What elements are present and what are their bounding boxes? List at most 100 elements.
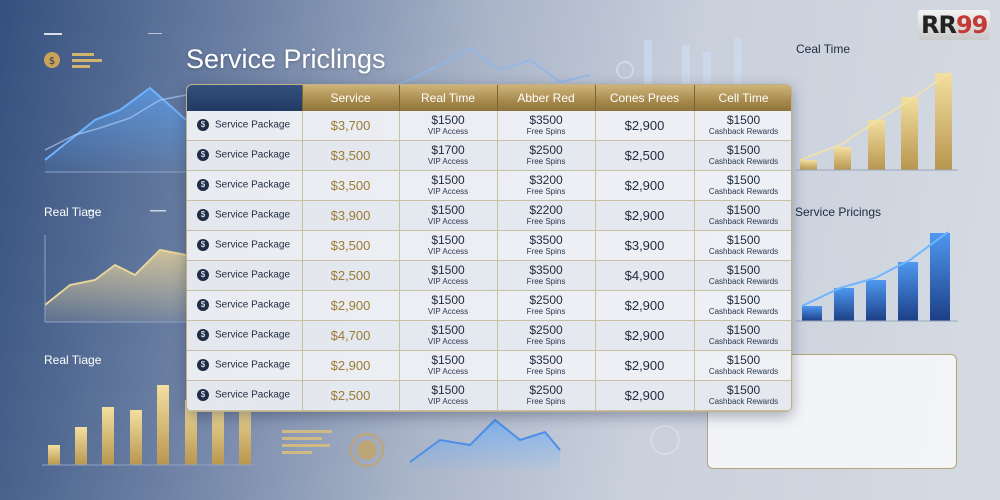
dollar-coin-icon: $ bbox=[197, 299, 209, 312]
cell-time-cell: $1500 Cashback Rewards bbox=[694, 350, 791, 381]
cell-time-cell: $1500 Cashback Rewards bbox=[694, 380, 791, 411]
column-header-abber-red[interactable]: Abber Red bbox=[497, 85, 596, 111]
real-time-price: $1700 bbox=[431, 143, 465, 158]
service-price: $2,500 bbox=[302, 380, 400, 411]
cell-time-price: $1500 bbox=[726, 383, 761, 398]
cones-prees-price: $3,900 bbox=[595, 230, 695, 261]
table-row[interactable]: $ Service Package $3,500 $1500 VIP Access $35… bbox=[187, 230, 791, 261]
cell-time-cell: $1500 Cashback Rewards bbox=[694, 170, 791, 201]
abber-red-cell: $3200 Free Spins bbox=[497, 170, 596, 201]
cell-time-note: Cashback Rewards bbox=[708, 247, 779, 257]
real-time-price: $1500 bbox=[431, 113, 465, 128]
abber-red-price: $3200 bbox=[529, 173, 563, 188]
package-cell: $ Service Package bbox=[187, 111, 303, 141]
abber-red-price: $2200 bbox=[529, 203, 563, 218]
real-time-note: VIP Access bbox=[427, 307, 469, 317]
column-header-service[interactable]: Service bbox=[302, 85, 400, 111]
column-header-real-time[interactable]: Real Time bbox=[399, 85, 498, 111]
table-row[interactable]: $ Service Package $3,900 $1500 VIP Access $22… bbox=[187, 200, 791, 231]
real-time-note: VIP Access bbox=[427, 397, 469, 407]
abber-red-price: $2500 bbox=[529, 383, 563, 398]
real-time-price: $1500 bbox=[431, 233, 465, 248]
gold-area-chart bbox=[44, 235, 187, 323]
abber-red-price: $3500 bbox=[529, 353, 563, 368]
real-time-price: $1500 bbox=[431, 323, 465, 338]
divider bbox=[148, 33, 162, 34]
cell-time-note: Cashback Rewards bbox=[708, 157, 779, 167]
cell-time-note: Cashback Rewards bbox=[708, 127, 779, 137]
dollar-coin-icon: $ bbox=[197, 359, 209, 372]
real-time-price: $1500 bbox=[431, 173, 465, 188]
real-time-note: VIP Access bbox=[427, 157, 469, 167]
side-label-real-tiage-bottom: Real Tiage bbox=[44, 353, 102, 367]
cell-time-cell: $1500 Cashback Rewards bbox=[694, 290, 791, 321]
package-cell: $ Service Package bbox=[187, 170, 303, 201]
cell-time-cell: $1500 Cashback Rewards bbox=[694, 320, 791, 351]
package-name: Service Package bbox=[215, 300, 291, 311]
service-price: $3,500 bbox=[302, 170, 400, 201]
cell-time-note: Cashback Rewards bbox=[708, 217, 779, 227]
column-header-cell-time[interactable]: Cell Time bbox=[694, 85, 791, 111]
divider bbox=[150, 210, 166, 212]
divider bbox=[88, 210, 94, 212]
table-row[interactable]: $ Service Package $3,700 $1500 VIP Access $35… bbox=[187, 111, 791, 141]
table-row[interactable]: $ Service Package $2,900 $1500 VIP Access $25… bbox=[187, 290, 791, 321]
cones-prees-price: $4,900 bbox=[595, 260, 695, 291]
gold-bar-chart bbox=[796, 71, 958, 171]
real-time-note: VIP Access bbox=[427, 277, 469, 287]
service-price: $2,900 bbox=[302, 350, 400, 381]
package-cell: $ Service Package bbox=[187, 200, 303, 231]
package-name: Service Package bbox=[215, 210, 291, 221]
real-time-cell: $1500 VIP Access bbox=[399, 380, 498, 411]
divider bbox=[44, 33, 62, 35]
real-time-cell: $1500 VIP Access bbox=[399, 230, 498, 261]
package-name: Service Package bbox=[215, 120, 291, 132]
package-cell: $ Service Package bbox=[187, 320, 303, 351]
real-time-price: $1500 bbox=[431, 203, 465, 218]
abber-red-cell: $2500 Free Spins bbox=[497, 320, 596, 351]
logo-number: 99 bbox=[955, 11, 988, 39]
real-time-cell: $1500 VIP Access bbox=[399, 290, 498, 321]
table-row[interactable]: $ Service Package $3,500 $1500 VIP Access $32… bbox=[187, 170, 791, 201]
svg-text:$: $ bbox=[49, 56, 55, 67]
real-time-cell: $1700 VIP Access bbox=[399, 140, 498, 171]
cell-time-price: $1500 bbox=[726, 293, 761, 308]
real-time-cell: $1500 VIP Access bbox=[399, 260, 498, 291]
globe-icon bbox=[650, 425, 680, 455]
package-name: Service Package bbox=[215, 180, 291, 191]
cell-time-note: Cashback Rewards bbox=[708, 307, 779, 317]
package-name: Service Package bbox=[215, 390, 291, 402]
cell-time-note: Cashback Rewards bbox=[708, 397, 779, 407]
real-time-cell: $1500 VIP Access bbox=[399, 320, 498, 351]
cell-time-price: $1500 bbox=[726, 173, 761, 188]
abber-red-cell: $3500 Free Spins bbox=[497, 350, 596, 381]
abber-red-note: Free Spins bbox=[526, 187, 566, 197]
dollar-coin-icon: $ bbox=[197, 329, 209, 342]
cell-time-cell: $1500 Cashback Rewards bbox=[694, 140, 791, 171]
abber-red-note: Free Spins bbox=[526, 217, 566, 227]
cell-time-price: $1500 bbox=[726, 233, 761, 248]
abber-red-note: Free Spins bbox=[526, 127, 566, 137]
menu-lines-icon bbox=[72, 53, 102, 68]
table-row[interactable]: $ Service Package $2,900 $1500 VIP Access $35… bbox=[187, 350, 791, 381]
real-time-note: VIP Access bbox=[427, 127, 469, 137]
column-header-cones-prees[interactable]: Cones Prees bbox=[595, 85, 695, 111]
real-time-note: VIP Access bbox=[427, 217, 469, 227]
service-price: $3,500 bbox=[302, 140, 400, 171]
package-name: Service Package bbox=[215, 150, 291, 161]
abber-red-note: Free Spins bbox=[526, 277, 566, 287]
table-row[interactable]: $ Service Package $3,500 $1700 VIP Access $25… bbox=[187, 140, 791, 171]
table-row[interactable]: $ Service Package $2,500 $1500 VIP Access $25… bbox=[187, 380, 791, 411]
table-row[interactable]: $ Service Package $4,700 $1500 VIP Access $25… bbox=[187, 320, 791, 351]
cell-time-note: Cashback Rewards bbox=[708, 187, 779, 197]
coin-icon bbox=[350, 433, 384, 467]
dollar-coin-icon: $ bbox=[197, 269, 209, 282]
cell-time-note: Cashback Rewards bbox=[708, 367, 779, 377]
abber-red-note: Free Spins bbox=[526, 307, 566, 317]
package-name: Service Package bbox=[215, 240, 291, 251]
table-row[interactable]: $ Service Package $2,500 $1500 VIP Access $35… bbox=[187, 260, 791, 291]
side-label-real-tiage: Real Tiage bbox=[44, 205, 102, 219]
cell-time-price: $1500 bbox=[726, 263, 761, 278]
package-cell: $ Service Package bbox=[187, 350, 303, 381]
